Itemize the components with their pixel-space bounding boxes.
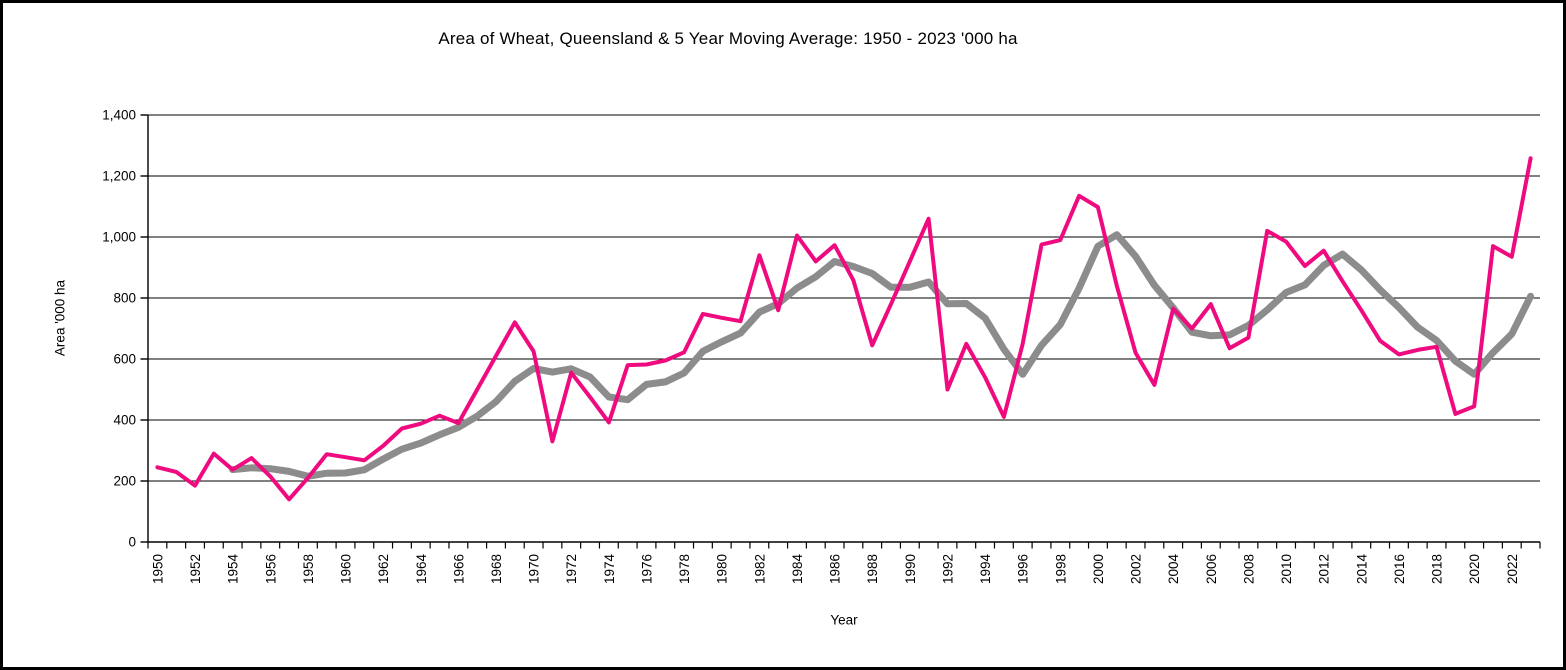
chart-title: Area of Wheat, Queensland & 5 Year Movin…: [438, 29, 1018, 48]
x-tick-label: 1986: [828, 554, 843, 584]
axis-line: [147, 115, 1540, 543]
x-axis-title: Year: [830, 612, 858, 628]
x-tick-label: 1982: [752, 554, 767, 584]
x-tick-label: 1968: [489, 554, 504, 584]
x-tick-label: 1950: [150, 554, 165, 584]
x-tick-label: 1988: [865, 554, 880, 584]
y-tick-label: 200: [113, 474, 136, 489]
series-area-line: [155, 156, 1533, 502]
x-tick-label: 2016: [1392, 554, 1407, 584]
x-tick-label: 1978: [677, 554, 692, 584]
y-tick-label: 1,400: [102, 108, 136, 123]
y-tick-label: 800: [113, 291, 136, 306]
y-tick-label: 1,000: [102, 230, 136, 245]
x-tick-label: 1966: [451, 554, 466, 584]
x-tick-label: 2000: [1091, 554, 1106, 584]
y-tick-label: 600: [113, 352, 136, 367]
plot-area: 0 200 400 600 800 1,000 1,200 1,400 1950 1952 1954…: [102, 108, 1541, 585]
x-tick-label: 2008: [1241, 554, 1256, 584]
x-tick-label: 1992: [940, 554, 955, 584]
x-tick-label: 1956: [263, 554, 278, 584]
x-tick-label: 1972: [564, 554, 579, 584]
x-tick-label: 1962: [376, 554, 391, 584]
y-tick-label: 1,200: [102, 169, 136, 184]
x-tick-label: 2022: [1505, 554, 1520, 584]
x-tick-label: 1984: [790, 554, 805, 585]
x-tick-label: 2004: [1166, 554, 1181, 585]
x-tick-label: 1998: [1053, 554, 1068, 584]
x-tick-label: 1952: [188, 554, 203, 584]
x-tick-label: 2012: [1317, 554, 1332, 584]
x-tick-label: 2018: [1430, 554, 1445, 584]
x-tick-label: 1990: [903, 554, 918, 584]
x-tick-label: 2002: [1129, 554, 1144, 584]
x-tick-label: 2020: [1467, 554, 1482, 584]
x-tick-label: 1996: [1016, 554, 1031, 584]
y-tick-label: 400: [113, 413, 136, 428]
y-tick-label: 0: [128, 535, 136, 550]
x-tick-label: 1994: [978, 554, 993, 585]
x-tick-label: 2006: [1204, 554, 1219, 584]
x-tick-label: 1976: [639, 554, 654, 584]
series-moving-average-line: [229, 231, 1535, 480]
x-tick-label: 1970: [527, 554, 542, 584]
x-tick-label: 1954: [226, 554, 241, 585]
x-tick-label: 1958: [301, 554, 316, 584]
x-tick-label: 1960: [339, 554, 354, 584]
x-tick-label: 2010: [1279, 554, 1294, 584]
x-tick-label: 1964: [414, 554, 429, 585]
x-tick-label: 1980: [715, 554, 730, 584]
x-tick-label: 1974: [602, 554, 617, 585]
x-tick-label: 2014: [1354, 554, 1369, 585]
